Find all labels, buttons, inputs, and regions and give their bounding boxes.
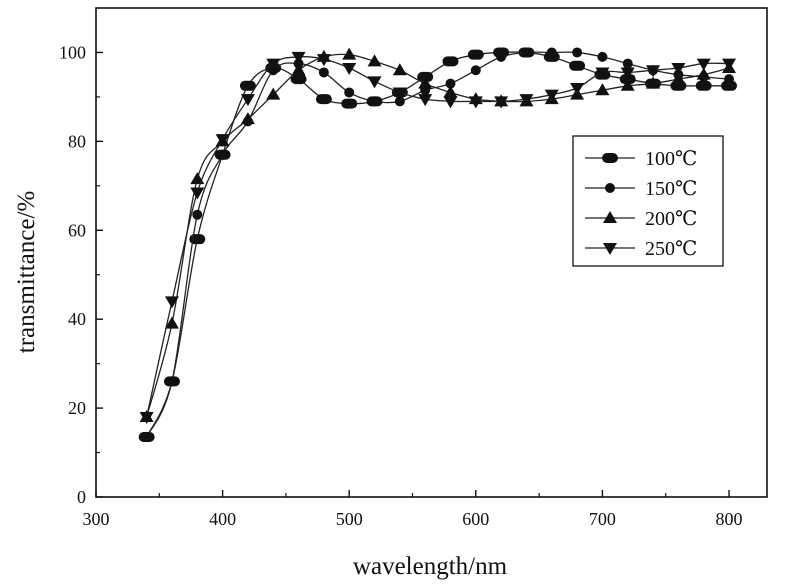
data-point-triangle-up <box>443 85 458 98</box>
data-point-pill <box>695 80 712 91</box>
data-point-pill <box>290 74 307 85</box>
data-point-circle <box>141 431 152 442</box>
data-point-triangle-down <box>671 63 686 76</box>
plot-series <box>138 47 738 442</box>
data-point-circle <box>445 78 456 89</box>
data-point-triangle-down <box>468 96 483 109</box>
data-point-triangle-down <box>570 83 585 96</box>
data-point-triangle-down <box>291 51 306 64</box>
data-point-triangle-up <box>595 83 610 96</box>
data-point-circle <box>521 47 532 58</box>
data-point-triangle-up <box>671 72 686 85</box>
data-point-triangle-up <box>696 67 711 80</box>
data-point-circle <box>166 376 177 387</box>
data-point-circle <box>546 47 557 58</box>
y-tick-label-0: 0 <box>77 487 86 507</box>
data-point-circle <box>572 47 583 58</box>
data-point-triangle-down <box>240 94 255 107</box>
data-point-pill <box>189 234 206 245</box>
x-axis-label: wavelength/nm <box>353 553 508 580</box>
data-point-pill <box>239 80 256 91</box>
data-point-triangle-down <box>342 63 357 76</box>
axes: 300 400 500 600 700 800 0 20 40 60 80 100 <box>59 7 768 529</box>
legend-marker-circle <box>605 183 615 193</box>
data-point-circle <box>470 65 481 76</box>
data-point-triangle-up <box>367 54 382 67</box>
data-point-circle <box>597 51 608 62</box>
data-point-triangle-up <box>266 87 281 100</box>
data-point-circle <box>622 58 633 69</box>
x-tick-label-400: 400 <box>209 509 236 529</box>
y-axis-label: transmittance/% <box>13 191 40 353</box>
data-point-triangle-down <box>266 58 281 71</box>
data-point-circle <box>318 67 329 78</box>
data-point-triangle-down <box>595 67 610 80</box>
data-point-triangle-down <box>316 54 331 67</box>
y-tick-label-20: 20 <box>68 398 86 418</box>
data-point-triangle-down <box>190 187 205 200</box>
plot-frame <box>95 7 768 498</box>
data-point-pill <box>315 94 332 105</box>
data-point-triangle-up <box>164 316 179 329</box>
data-point-triangle-down <box>722 58 737 71</box>
data-point-triangle-up <box>342 47 357 60</box>
data-point-triangle-down <box>646 65 661 78</box>
y-tick-label-100: 100 <box>59 42 86 62</box>
data-point-triangle-down <box>544 89 559 102</box>
data-point-triangle-down <box>494 96 509 109</box>
legend-label-triangle-up: 200℃ <box>645 208 697 230</box>
x-tick-label-800: 800 <box>716 509 743 529</box>
legend-label-pill: 100℃ <box>645 148 697 170</box>
x-tick-label-600: 600 <box>462 509 489 529</box>
data-point-triangle-down <box>139 411 154 424</box>
x-tick-label-500: 500 <box>336 509 363 529</box>
data-point-triangle-down <box>164 296 179 309</box>
legend-marker-triangle-up <box>603 211 617 223</box>
data-point-triangle-down <box>215 134 230 147</box>
data-point-pill <box>467 49 484 60</box>
legend-label-circle: 150℃ <box>645 178 697 200</box>
data-point-triangle-up <box>240 112 255 125</box>
data-point-circle <box>724 74 735 85</box>
data-point-triangle-up <box>392 63 407 76</box>
x-tick-label-300: 300 <box>83 509 110 529</box>
y-tick-label-40: 40 <box>68 309 86 329</box>
data-point-pill <box>341 98 358 109</box>
data-point-circle <box>369 96 380 107</box>
legend-marker-triangle-down <box>603 243 617 255</box>
data-point-pill <box>569 60 586 71</box>
data-point-pill <box>442 56 459 67</box>
legend: 100℃ 150℃ 200℃ 250℃ <box>572 135 724 267</box>
legend-marker-pill <box>602 153 618 163</box>
legend-label-triangle-down: 250℃ <box>645 238 697 260</box>
data-point-triangle-up <box>620 78 635 91</box>
x-tick-label-700: 700 <box>589 509 616 529</box>
data-point-circle <box>217 149 228 160</box>
data-point-triangle-down <box>620 67 635 80</box>
data-point-triangle-up <box>646 76 661 89</box>
data-point-circle <box>192 209 203 220</box>
data-point-pill <box>721 80 738 91</box>
data-point-triangle-down <box>443 96 458 109</box>
data-point-circle <box>496 51 507 62</box>
data-point-triangle-down <box>519 94 534 107</box>
y-tick-label-60: 60 <box>68 220 86 240</box>
legend-box <box>572 135 724 267</box>
series-triangle-down <box>139 51 737 424</box>
data-point-triangle-down <box>392 87 407 100</box>
data-point-triangle-up <box>291 63 306 76</box>
data-point-triangle-down <box>696 58 711 71</box>
data-point-circle <box>344 87 355 98</box>
data-point-circle <box>394 96 405 107</box>
data-point-triangle-down <box>418 94 433 107</box>
data-point-triangle-up <box>418 76 433 89</box>
y-tick-label-80: 80 <box>68 131 86 151</box>
data-point-triangle-down <box>367 76 382 89</box>
